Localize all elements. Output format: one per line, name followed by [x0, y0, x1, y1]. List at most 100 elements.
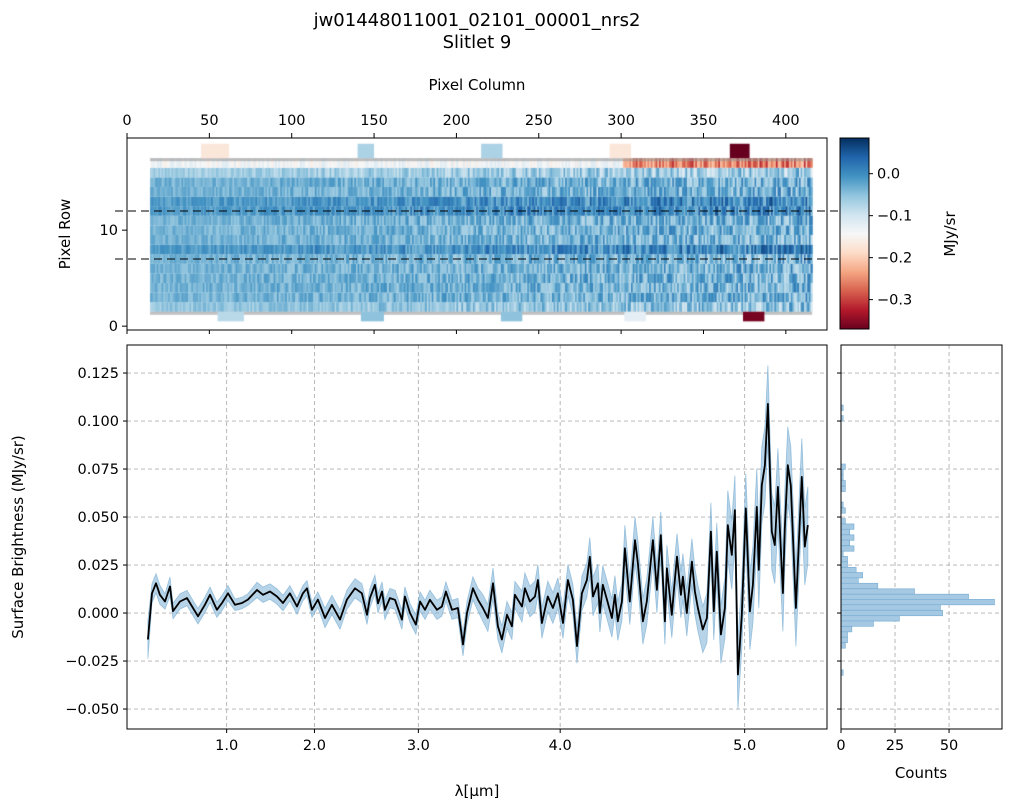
colorbar-segment: [840, 318, 869, 320]
colorbar-segment: [840, 235, 869, 237]
main-ylabel: Surface Brightness (MJy/sr): [9, 435, 27, 639]
colorbar-segment: [840, 286, 869, 288]
colorbar-segment: [840, 211, 869, 213]
main-xlabel: λ[μm]: [455, 782, 500, 800]
colorbar-segment: [840, 255, 869, 257]
top-panel-frame: [126, 137, 828, 331]
colorbar-segment: [840, 233, 869, 235]
colorbar-segment: [840, 186, 869, 188]
colorbar-segment: [840, 222, 869, 224]
colorbar-segment: [840, 294, 869, 296]
hist-xtick-label: 50: [940, 738, 958, 754]
colorbar-segment: [840, 285, 869, 287]
main-ytick-label: 0.100: [77, 414, 119, 430]
colorbar-segment: [840, 300, 869, 302]
main-xtick-label: 1.0: [215, 738, 238, 754]
colorbar-segment: [840, 213, 869, 215]
figure-subtitle: Slitlet 9: [443, 32, 512, 53]
histogram-bar: [840, 582, 879, 589]
colorbar-frame: [839, 137, 870, 330]
colorbar-segment: [840, 197, 869, 199]
colorbar-segment: [840, 289, 869, 291]
colorbar-segment: [840, 239, 869, 241]
colorbar-segment: [840, 232, 869, 234]
colorbar-segment: [840, 263, 869, 265]
colorbar-segment: [840, 174, 869, 176]
colorbar-segment: [840, 219, 869, 221]
colorbar-tick-label: 0.0: [877, 167, 900, 183]
main-ytick-label: 0.050: [77, 510, 119, 526]
colorbar-segment: [840, 140, 869, 142]
colorbar-segment: [840, 279, 869, 281]
colorbar-segment: [840, 207, 869, 209]
top-xtick-label: 0: [122, 113, 131, 129]
colorbar-segment: [840, 313, 869, 315]
colorbar-segment: [840, 284, 869, 286]
histogram-bar: [840, 609, 943, 617]
colorbar-segment: [840, 227, 869, 229]
colorbar-segment: [840, 210, 869, 212]
histogram-bar: [840, 593, 969, 600]
histogram-bar: [840, 539, 850, 546]
colorbar-segment: [840, 150, 869, 152]
colorbar-segment: [840, 191, 869, 193]
colorbar-segment: [840, 324, 869, 326]
colorbar-segment: [840, 238, 869, 240]
top-xtick-label: 50: [200, 113, 218, 129]
colorbar-segment: [840, 158, 869, 160]
histogram-bar: [840, 480, 846, 487]
colorbar-segment: [840, 301, 869, 303]
histogram-bar: [840, 507, 846, 514]
colorbar-segment: [840, 278, 869, 280]
colorbar-segment: [840, 224, 869, 226]
colorbar-tick-label: −0.3: [877, 293, 912, 309]
colorbar-segment: [840, 168, 869, 170]
colorbar-segment: [840, 143, 869, 145]
top-xtick-label: 250: [525, 113, 553, 129]
colorbar-segment: [840, 228, 869, 230]
top-xlabel: Pixel Column: [429, 76, 526, 94]
colorbar-segment: [840, 268, 869, 270]
colorbar-segment: [840, 252, 869, 254]
hist-xtick-label: 0: [836, 738, 845, 754]
main-xtick-label: 3.0: [407, 738, 430, 754]
colorbar-segment: [840, 244, 869, 246]
colorbar-segment: [840, 167, 869, 169]
colorbar-segment: [840, 304, 869, 306]
colorbar-segment: [840, 183, 869, 185]
histogram-bar: [840, 566, 857, 574]
colorbar-segment: [840, 196, 869, 198]
colorbar-segment: [840, 169, 869, 171]
colorbar-segment: [840, 249, 869, 251]
colorbar-segment: [840, 160, 869, 162]
colorbar-segment: [840, 262, 869, 264]
colorbar-segment: [840, 215, 869, 217]
colorbar-segment: [840, 209, 869, 211]
colorbar-segment: [840, 162, 869, 164]
colorbar-segment: [840, 157, 869, 159]
top-xtick-label: 400: [772, 113, 800, 129]
colorbar-segment: [840, 308, 869, 310]
colorbar-segment: [840, 176, 869, 178]
histogram-bar: [840, 626, 853, 633]
histogram-bar: [840, 556, 848, 563]
colorbar-segment: [840, 265, 869, 267]
hist-xlabel: Counts: [895, 764, 948, 782]
colorbar-label: MJy/sr: [941, 211, 959, 257]
colorbar-segment: [840, 138, 869, 140]
colorbar-segment: [840, 231, 869, 233]
colorbar-segment: [840, 187, 869, 189]
colorbar-segment: [840, 173, 869, 175]
colorbar-segment: [840, 230, 869, 232]
colorbar-segment: [840, 205, 869, 207]
colorbar-segment: [840, 307, 869, 309]
colorbar-segment: [840, 253, 869, 255]
colorbar-segment: [840, 216, 869, 218]
colorbar-segment: [840, 309, 869, 311]
histogram-bar: [840, 518, 846, 525]
main-xtick-label: 5.0: [733, 738, 756, 754]
histogram-bar: [840, 636, 848, 643]
colorbar-segment: [840, 217, 869, 219]
colorbar-segment: [840, 223, 869, 225]
main-ytick-label: 0.075: [77, 462, 119, 478]
